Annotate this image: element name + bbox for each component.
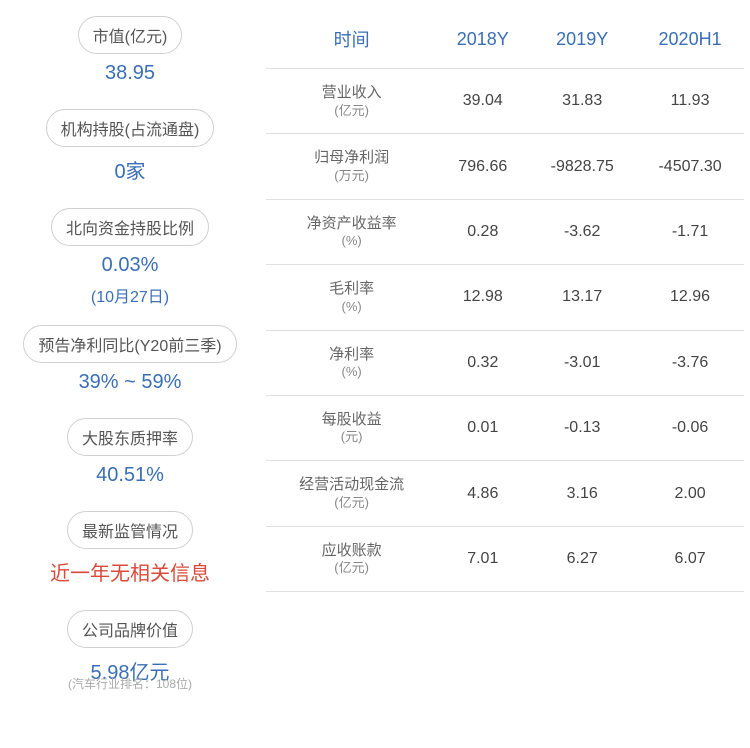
metric-cell: 毛利率(%) <box>266 265 437 330</box>
col-time: 时间 <box>266 10 437 69</box>
metric-cell: 净利率(%) <box>266 330 437 395</box>
data-cell: 12.98 <box>437 265 528 330</box>
table-row: 净资产收益率(%)0.28-3.62-1.71 <box>266 199 744 264</box>
financials-table: 时间 2018Y 2019Y 2020H1 营业收入(亿元)39.0431.83… <box>266 10 744 592</box>
data-cell: 796.66 <box>437 134 528 199</box>
brand-value-label: 公司品牌价值 <box>67 610 193 648</box>
financials-table-panel: 时间 2018Y 2019Y 2020H1 营业收入(亿元)39.0431.83… <box>260 0 750 748</box>
brand-value-rank: (汽车行业排名：108位) <box>68 675 192 692</box>
table-row: 经营活动现金流(亿元)4.863.162.00 <box>266 461 744 526</box>
data-cell: 6.07 <box>636 526 744 591</box>
data-cell: 0.32 <box>437 330 528 395</box>
data-cell: 12.96 <box>636 265 744 330</box>
inst-holding-value: 0家 <box>114 155 145 184</box>
col-2019: 2019Y <box>528 10 636 69</box>
data-cell: -0.06 <box>636 395 744 460</box>
pledge-value: 40.51% <box>96 464 164 487</box>
metric-cell: 营业收入(亿元) <box>266 69 437 134</box>
table-row: 归母净利润(万元)796.66-9828.75-4507.30 <box>266 134 744 199</box>
table-row: 净利率(%)0.32-3.01-3.76 <box>266 330 744 395</box>
metric-cell: 归母净利润(万元) <box>266 134 437 199</box>
regulatory-value: 近一年无相关信息 <box>50 557 210 586</box>
table-header-row: 时间 2018Y 2019Y 2020H1 <box>266 10 744 69</box>
data-cell: 3.16 <box>528 461 636 526</box>
data-cell: -4507.30 <box>636 134 744 199</box>
data-cell: 6.27 <box>528 526 636 591</box>
data-cell: -3.01 <box>528 330 636 395</box>
data-cell: 31.83 <box>528 69 636 134</box>
data-cell: -3.76 <box>636 330 744 395</box>
table-row: 毛利率(%)12.9813.1712.96 <box>266 265 744 330</box>
data-cell: -1.71 <box>636 199 744 264</box>
data-cell: 0.28 <box>437 199 528 264</box>
table-row: 每股收益(元)0.01-0.13-0.06 <box>266 395 744 460</box>
data-cell: 2.00 <box>636 461 744 526</box>
table-row: 营业收入(亿元)39.0431.8311.93 <box>266 69 744 134</box>
col-2020h1: 2020H1 <box>636 10 744 69</box>
regulatory-label: 最新监管情况 <box>67 511 193 549</box>
data-cell: -3.62 <box>528 199 636 264</box>
market-cap-value: 38.95 <box>105 62 155 85</box>
data-cell: -0.13 <box>528 395 636 460</box>
metric-cell: 净资产收益率(%) <box>266 199 437 264</box>
inst-holding-label: 机构持股(占流通盘) <box>46 109 215 147</box>
data-cell: 0.01 <box>437 395 528 460</box>
data-cell: 4.86 <box>437 461 528 526</box>
data-cell: 13.17 <box>528 265 636 330</box>
metric-cell: 应收账款(亿元) <box>266 526 437 591</box>
left-summary-panel: 市值(亿元) 38.95 机构持股(占流通盘) 0家 北向资金持股比例 0.03… <box>0 0 260 748</box>
data-cell: 11.93 <box>636 69 744 134</box>
table-row: 应收账款(亿元)7.016.276.07 <box>266 526 744 591</box>
data-cell: 7.01 <box>437 526 528 591</box>
forecast-label: 预告净利同比(Y20前三季) <box>23 325 236 363</box>
northbound-date: (10月27日) <box>91 283 169 307</box>
pledge-label: 大股东质押率 <box>67 418 193 456</box>
metric-cell: 经营活动现金流(亿元) <box>266 461 437 526</box>
metric-cell: 每股收益(元) <box>266 395 437 460</box>
col-2018: 2018Y <box>437 10 528 69</box>
data-cell: 39.04 <box>437 69 528 134</box>
forecast-value: 39% ~ 59% <box>79 371 182 394</box>
data-cell: -9828.75 <box>528 134 636 199</box>
northbound-label: 北向资金持股比例 <box>51 208 209 246</box>
northbound-value: 0.03% <box>102 254 159 277</box>
market-cap-label: 市值(亿元) <box>78 16 183 54</box>
